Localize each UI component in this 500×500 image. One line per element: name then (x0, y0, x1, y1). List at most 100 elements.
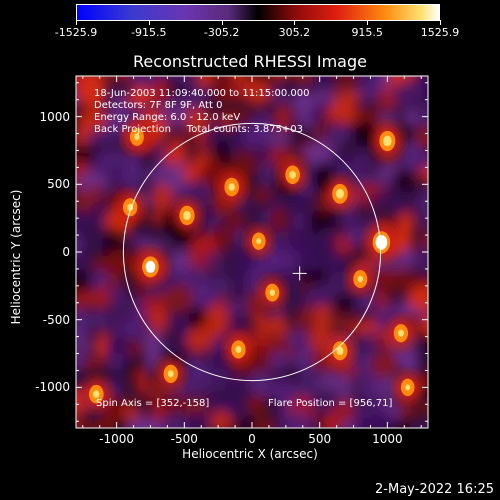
bright-source (225, 334, 252, 365)
heat-blob (147, 162, 175, 190)
heat-blob (298, 370, 320, 404)
heat-blob (310, 396, 342, 413)
y-tick-label: 500 (47, 177, 70, 192)
heat-blob (418, 398, 428, 418)
heat-blob (111, 76, 131, 83)
y-tick-label: -1000 (35, 380, 70, 395)
x-tick-label: 1000 (372, 432, 403, 446)
heat-blob (82, 356, 105, 375)
colorbar-tick-label: -915.5 (131, 26, 167, 39)
heat-blob (113, 421, 131, 428)
heat-blob (76, 253, 94, 271)
heat-blob (231, 419, 257, 428)
heat-blob (110, 90, 127, 112)
bright-source (117, 192, 144, 223)
heat-blob (398, 401, 416, 420)
heat-blob (203, 250, 229, 271)
heat-blob (269, 351, 289, 373)
info-line-energy: Energy Range: 6.0 - 12.0 keV (94, 112, 241, 123)
source-core (269, 289, 276, 296)
heat-blob (296, 105, 315, 133)
heat-blob (162, 284, 196, 313)
colorbar (76, 4, 440, 21)
heat-blob (137, 419, 169, 428)
heat-blob (235, 195, 252, 212)
heat-blob (101, 122, 125, 146)
heat-blob (331, 76, 364, 84)
source-core (167, 370, 174, 378)
spin-axis-label: Spin Axis = [352,-158] (96, 398, 210, 409)
colorbar-tick (367, 20, 369, 25)
heat-blob (371, 267, 398, 289)
info-line-detectors: Detectors: 7F 8F 9F, Att 0 (94, 100, 223, 111)
info-line-method: Back Projection Total counts: 3.875+03 (94, 124, 304, 135)
heat-blob (158, 393, 191, 414)
source-core (134, 133, 140, 141)
heat-blob (397, 247, 417, 271)
heat-blob (200, 367, 232, 394)
heat-blob (242, 118, 271, 150)
heat-blob (392, 81, 425, 108)
x-axis-label: Heliocentric X (arcsec) (182, 447, 318, 461)
heat-blob (204, 303, 230, 338)
heat-blob (76, 209, 89, 235)
heat-blob (87, 417, 114, 428)
bright-source (157, 358, 184, 389)
source-core (397, 329, 404, 337)
heat-blob (416, 104, 428, 133)
solar-limb-circle (122, 122, 382, 382)
x-tick-label: -1000 (99, 432, 135, 446)
source-core (336, 346, 344, 356)
heat-blob (173, 76, 194, 84)
heat-blob (290, 76, 315, 86)
heat-blob (324, 123, 355, 146)
colorbar-tick (440, 20, 441, 25)
heat-blob (76, 232, 86, 258)
heat-blob (414, 154, 428, 172)
heat-blob (400, 345, 419, 377)
heat-blob (370, 351, 399, 380)
bright-source (387, 318, 414, 349)
heat-blob (352, 148, 375, 176)
colorbar-tick-label: -305.2 (203, 26, 240, 39)
colorbar-tick-label: 1525.9 (420, 26, 460, 39)
heat-blob (390, 421, 416, 428)
heat-blob (210, 410, 233, 428)
y-tick-label: 1000 (39, 109, 70, 124)
source-core (405, 384, 411, 391)
bright-source (365, 223, 398, 261)
source-core (336, 188, 344, 199)
heat-blob (270, 206, 288, 235)
source-core (228, 183, 235, 191)
bright-source (279, 159, 306, 191)
heat-blob (148, 126, 166, 143)
heat-blob (88, 309, 111, 330)
bright-sources (83, 122, 421, 410)
heat-blob (223, 393, 250, 421)
bright-source (135, 249, 166, 285)
heat-blob (267, 313, 290, 338)
heat-blob (407, 285, 428, 311)
bright-source (259, 278, 286, 308)
colorbar-tick (76, 20, 77, 25)
heat-blob (268, 87, 291, 106)
heat-blob (398, 210, 415, 238)
bright-source (124, 122, 150, 152)
heat-blob (183, 107, 213, 136)
heat-blob (419, 334, 428, 353)
heat-blob (245, 394, 268, 416)
heat-blob (333, 398, 358, 425)
bright-source (173, 199, 201, 232)
heat-blob (416, 244, 428, 276)
heat-blob (283, 409, 315, 428)
heat-blob (126, 340, 147, 357)
heat-blob (341, 205, 358, 230)
heat-blob (76, 79, 107, 110)
heat-blob (252, 185, 273, 204)
source-core (93, 390, 100, 399)
source-core (145, 260, 156, 274)
source-core (375, 234, 388, 250)
heat-blob (391, 169, 414, 190)
heat-blob (243, 77, 273, 107)
